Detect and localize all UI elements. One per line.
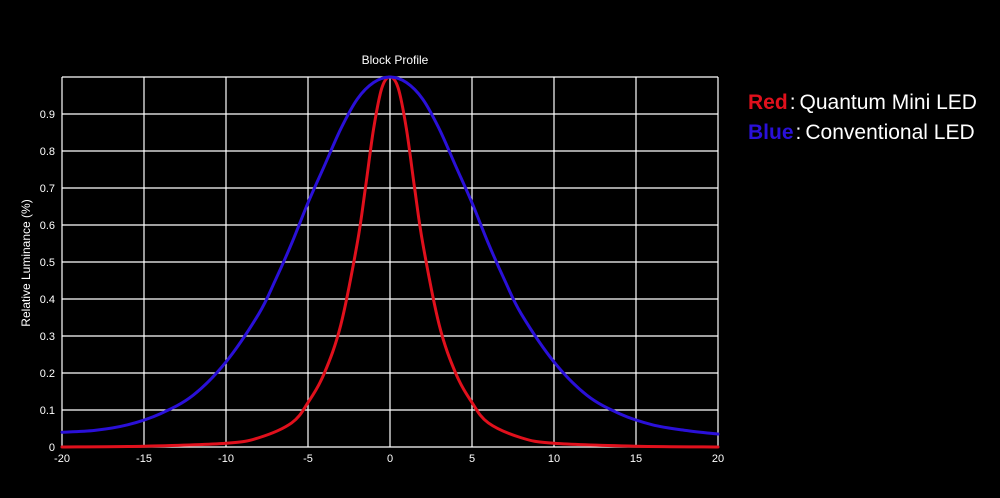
y-tick-label: 0.9 (40, 109, 55, 121)
y-tick-label: 0.1 (40, 405, 55, 417)
x-tick-label: -5 (303, 453, 313, 465)
x-tick-label: -10 (218, 453, 234, 465)
y-tick-label: 0 (49, 442, 55, 454)
grid-lines (61, 76, 719, 448)
legend-key-blue: Blue (748, 121, 794, 144)
legend-label-red: Quantum Mini LED (799, 91, 977, 114)
x-tick-label: 0 (387, 453, 393, 465)
x-tick-label: 10 (548, 453, 560, 465)
legend-separator: : (789, 91, 796, 114)
y-tick-label: 0.7 (40, 183, 55, 195)
series-line-blue (60, 75, 720, 436)
axis-ticks: -20 -15 -10 -5 0 5 10 15 20 0 0.1 0.2 0.3 0.4 0.5 0.6 0.… (40, 109, 724, 465)
y-tick-label: 0.3 (40, 331, 55, 343)
y-tick-label: 0.4 (40, 294, 55, 306)
legend-separator: : (795, 121, 802, 144)
series-lines (60, 75, 720, 449)
x-tick-label: -15 (136, 453, 152, 465)
legend-item-red: Red: Quantum Mini LED (748, 88, 977, 118)
x-tick-label: 5 (469, 453, 475, 465)
y-tick-label: 0.8 (40, 146, 55, 158)
y-tick-label: 0.6 (40, 220, 55, 232)
legend-item-blue: Blue: Conventional LED (748, 118, 977, 148)
y-tick-label: 0.2 (40, 368, 55, 380)
x-tick-label: 15 (630, 453, 642, 465)
x-tick-label: -20 (54, 453, 70, 465)
x-tick-label: 20 (712, 453, 724, 465)
legend-label-blue: Conventional LED (805, 121, 975, 144)
y-axis-label: Relative Luminance (%) (19, 199, 33, 326)
legend: Red: Quantum Mini LED Blue: Conventional L… (748, 88, 977, 148)
chart-title: Block Profile (362, 53, 429, 67)
y-tick-label: 0.5 (40, 257, 55, 269)
legend-key-red: Red (748, 91, 788, 114)
